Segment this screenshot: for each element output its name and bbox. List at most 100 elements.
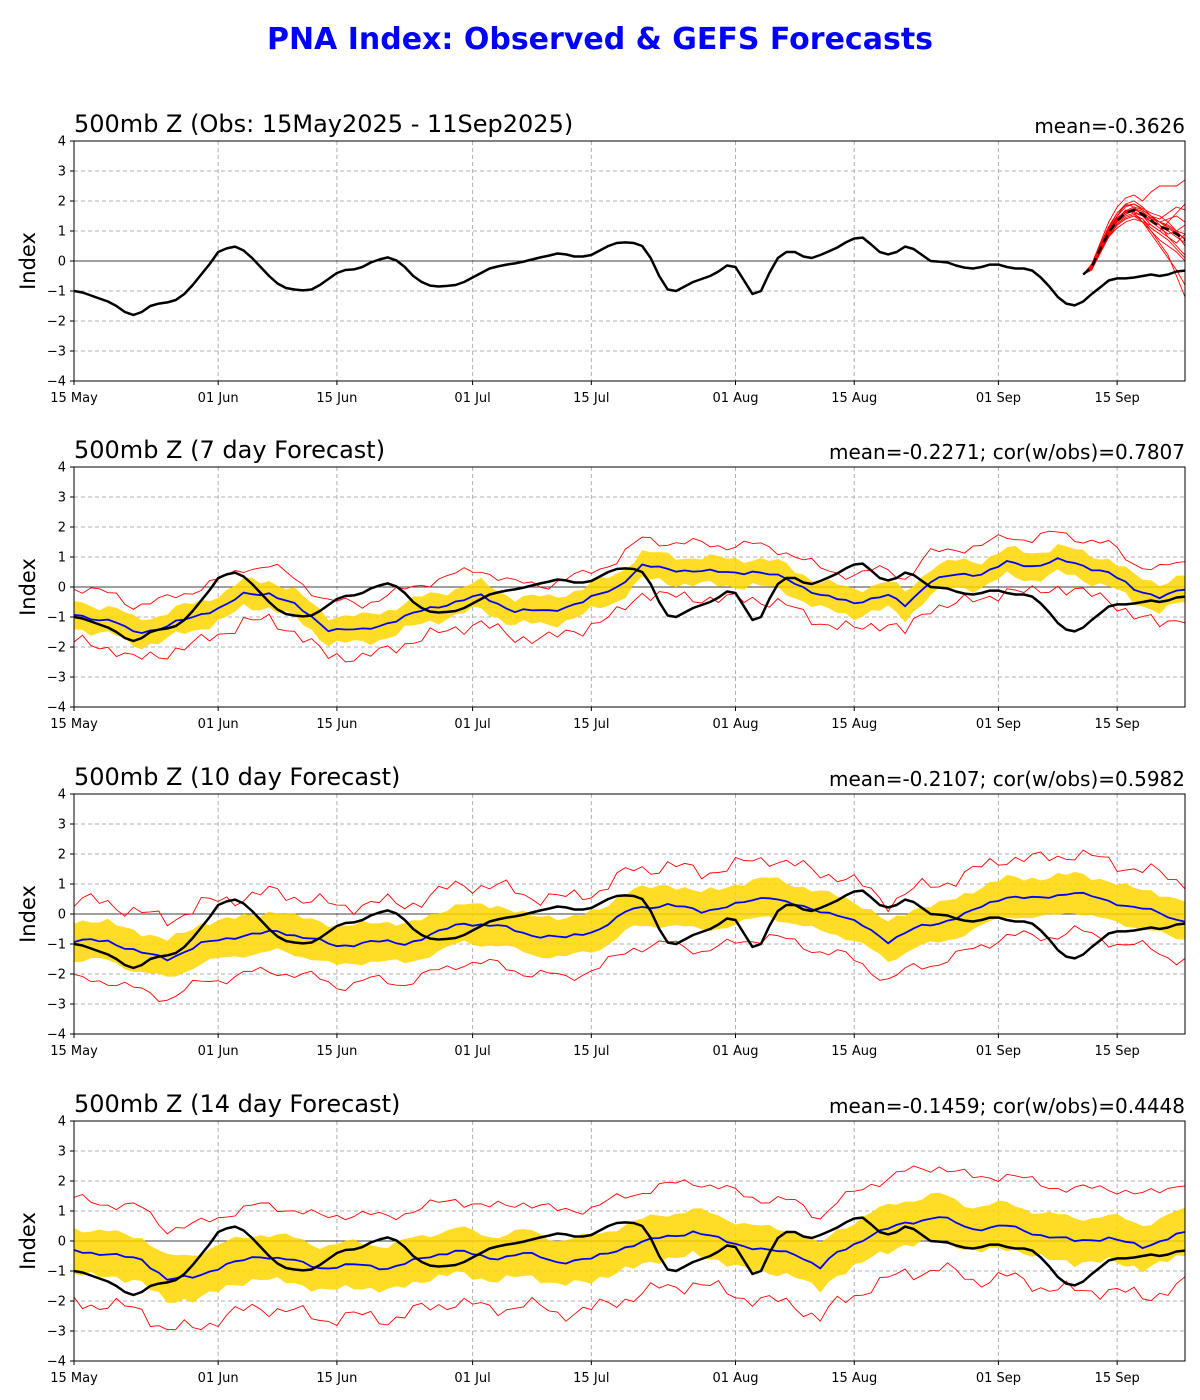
ensemble-member-line <box>1082 218 1185 275</box>
y-tick-label: −2 <box>47 315 66 330</box>
observed-line <box>74 1216 1185 1297</box>
y-tick-label: 2 <box>58 848 66 863</box>
x-tick-label: 01 Jul <box>454 1044 490 1059</box>
x-tick-label: 01 Jun <box>198 1044 239 1059</box>
chart-panel-2: 4 3 2 1 0 −1 −2 −3 −415 May 01 Jun 15 Jun 01 Jul 15 … <box>16 436 1186 732</box>
x-tick-label: 01 Sep <box>976 391 1021 406</box>
y-tick-label: 2 <box>58 1175 66 1190</box>
panel-stat: mean=-0.2271; cor(w/obs)=0.7807 <box>829 440 1185 464</box>
x-tick-label: 15 Sep <box>1095 1044 1140 1059</box>
x-tick-label: 15 May <box>50 391 98 406</box>
y-tick-label: −4 <box>47 1028 66 1043</box>
y-tick-label: −2 <box>47 1295 66 1310</box>
chart-panel-3: 4 3 2 1 0 −1 −2 −3 −415 May 01 Jun 15 Jun 01 Jul 15 … <box>16 763 1186 1059</box>
min-member-line <box>74 1262 1185 1331</box>
x-tick-label: 15 Sep <box>1095 1371 1140 1386</box>
ensemble-mean-line <box>74 1216 1185 1281</box>
ensemble-member-line <box>1082 203 1185 275</box>
page-title: PNA Index: Observed & GEFS Forecasts <box>266 22 934 57</box>
x-tick-label: 15 Jul <box>573 391 609 406</box>
x-tick-label: 01 Jun <box>198 1371 239 1386</box>
x-tick-label: 15 Jun <box>316 1044 357 1059</box>
y-tick-label: 0 <box>58 255 66 270</box>
panel-stat: mean=-0.2107; cor(w/obs)=0.5982 <box>829 767 1185 791</box>
y-tick-label: −4 <box>47 375 66 390</box>
plot-area <box>74 141 1185 381</box>
observed-line <box>74 236 1185 317</box>
y-tick-label: −1 <box>47 938 66 953</box>
y-tick-label: 4 <box>58 461 66 476</box>
spread-band <box>74 544 1185 650</box>
panel-title: 500mb Z (10 day Forecast) <box>74 763 400 791</box>
x-tick-label: 01 Sep <box>976 717 1021 732</box>
x-tick-label: 01 Aug <box>712 1371 758 1386</box>
plot-area <box>74 467 1185 707</box>
y-tick-label: −1 <box>47 1265 66 1280</box>
y-tick-label: −3 <box>47 1325 66 1340</box>
y-tick-label: −1 <box>47 285 66 300</box>
y-tick-label: 3 <box>58 491 66 506</box>
y-tick-label: −3 <box>47 671 66 686</box>
forecast-mean-line <box>1082 208 1185 276</box>
x-tick-label: 01 Jul <box>454 391 490 406</box>
ensemble-member-line <box>1082 214 1185 275</box>
y-tick-label: 0 <box>58 1235 66 1250</box>
max-member-line <box>74 1165 1185 1235</box>
y-tick-label: 2 <box>58 195 66 210</box>
y-tick-label: 0 <box>58 581 66 596</box>
observed-line <box>74 889 1185 970</box>
y-tick-label: 4 <box>58 1115 66 1130</box>
y-tick-label: 3 <box>58 1145 66 1160</box>
ensemble-mean-line <box>74 557 1185 635</box>
plot-area <box>74 794 1185 1034</box>
y-tick-label: 1 <box>58 225 66 240</box>
panel-title: 500mb Z (14 day Forecast) <box>74 1090 400 1118</box>
ensemble-member-line <box>1082 179 1185 275</box>
y-tick-label: −3 <box>47 345 66 360</box>
y-tick-label: 3 <box>58 818 66 833</box>
x-tick-label: 15 Sep <box>1095 391 1140 406</box>
y-tick-label: −4 <box>47 701 66 716</box>
min-member-line <box>74 585 1185 663</box>
y-tick-label: 4 <box>58 788 66 803</box>
y-tick-label: 1 <box>58 1205 66 1220</box>
max-member-line <box>74 849 1185 927</box>
chart-panel-1: 4 3 2 1 0 −1 −2 −3 −415 May 01 Jun 15 Jun 01 Jul 15 … <box>16 110 1186 406</box>
x-tick-label: 15 Aug <box>831 1044 877 1059</box>
observed-line <box>74 562 1185 643</box>
y-tick-label: 3 <box>58 165 66 180</box>
x-tick-label: 15 May <box>50 1044 98 1059</box>
x-tick-label: 15 Sep <box>1095 717 1140 732</box>
panel-title: 500mb Z (7 day Forecast) <box>74 436 385 464</box>
x-tick-label: 01 Aug <box>712 391 758 406</box>
y-axis-label: Index <box>16 232 40 290</box>
panel-stat: mean=-0.1459; cor(w/obs)=0.4448 <box>829 1094 1185 1118</box>
x-tick-label: 15 Jun <box>316 391 357 406</box>
y-tick-label: −2 <box>47 641 66 656</box>
y-axis-label: Index <box>16 558 40 616</box>
x-tick-label: 01 Aug <box>712 717 758 732</box>
x-tick-label: 15 Aug <box>831 717 877 732</box>
x-tick-label: 15 Jul <box>573 717 609 732</box>
x-tick-label: 15 Jul <box>573 1371 609 1386</box>
x-tick-label: 01 Jul <box>454 717 490 732</box>
plot-area <box>74 1121 1185 1361</box>
max-member-line <box>74 530 1185 610</box>
spread-band <box>74 1192 1185 1303</box>
x-tick-label: 01 Sep <box>976 1044 1021 1059</box>
y-axis-label: Index <box>16 885 40 943</box>
min-member-line <box>74 925 1185 1002</box>
y-tick-label: 0 <box>58 908 66 923</box>
x-tick-label: 15 Jun <box>316 1371 357 1386</box>
chart-panel-4: 4 3 2 1 0 −1 −2 −3 −415 May 01 Jun 15 Jun 01 Jul 15 … <box>16 1090 1186 1386</box>
y-tick-label: −2 <box>47 968 66 983</box>
x-tick-label: 15 Jun <box>316 717 357 732</box>
x-tick-label: 01 Jun <box>198 717 239 732</box>
spread-band <box>74 871 1185 977</box>
y-tick-label: 1 <box>58 878 66 893</box>
x-tick-label: 01 Jul <box>454 1371 490 1386</box>
y-tick-label: −4 <box>47 1355 66 1370</box>
y-axis-label: Index <box>16 1212 40 1270</box>
x-tick-label: 15 Aug <box>831 391 877 406</box>
